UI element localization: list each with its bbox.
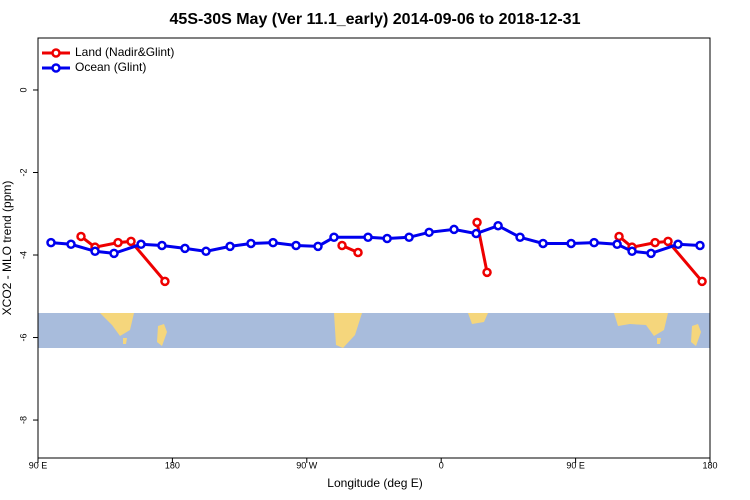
x-tick-label: 180 xyxy=(702,460,717,470)
point xyxy=(246,238,256,249)
point xyxy=(353,247,363,258)
x-tick-label: 90 E xyxy=(29,460,48,470)
series-line xyxy=(50,224,701,255)
point xyxy=(627,246,637,257)
y-tick-label: 0 xyxy=(18,87,28,92)
point xyxy=(337,240,347,251)
x-tick-label: 0 xyxy=(439,460,444,470)
point xyxy=(663,236,673,247)
point xyxy=(313,241,323,252)
legend-marker xyxy=(51,63,61,73)
y-tick-label: -6 xyxy=(18,334,28,342)
y-tick-label: -4 xyxy=(18,251,28,259)
point xyxy=(404,232,414,243)
point xyxy=(157,240,167,251)
point xyxy=(201,246,211,257)
point xyxy=(382,233,392,244)
point xyxy=(650,237,660,248)
plot-frame xyxy=(37,37,711,459)
point xyxy=(482,267,492,278)
point xyxy=(136,239,146,250)
point xyxy=(180,243,190,254)
point xyxy=(538,238,548,249)
legend-marker xyxy=(51,48,61,58)
point xyxy=(449,224,459,235)
point xyxy=(424,227,434,238)
point xyxy=(126,236,136,247)
point xyxy=(329,232,339,243)
x-tick-label: 90 E xyxy=(566,460,585,470)
x-tick-label: 90 W xyxy=(296,460,318,470)
legend-label: Ocean (Glint) xyxy=(75,60,146,74)
legend-label: Land (Nadir&Glint) xyxy=(75,45,174,59)
point xyxy=(673,239,683,250)
point xyxy=(695,240,705,251)
point xyxy=(90,246,100,257)
point xyxy=(291,240,301,251)
map-band xyxy=(38,313,710,348)
point xyxy=(46,237,56,248)
point xyxy=(76,231,86,242)
y-axis-label: XCO2 - MLO trend (ppm) xyxy=(0,181,14,316)
point xyxy=(493,220,503,231)
x-tick-label: 180 xyxy=(165,460,180,470)
y-tick-label: -8 xyxy=(18,416,28,424)
point xyxy=(472,217,482,228)
chart-title: 45S-30S May (Ver 11.1_early) 2014-09-06 … xyxy=(170,11,581,28)
point xyxy=(113,237,123,248)
point xyxy=(614,231,624,242)
point xyxy=(566,238,576,249)
point xyxy=(515,232,525,243)
point xyxy=(66,239,76,250)
point xyxy=(646,248,656,259)
point xyxy=(363,232,373,243)
point xyxy=(612,239,622,250)
point xyxy=(697,276,707,287)
y-tick-label: -2 xyxy=(18,168,28,176)
point xyxy=(471,228,481,239)
x-axis-label: Longitude (deg E) xyxy=(327,476,422,490)
point xyxy=(160,276,170,287)
point xyxy=(589,237,599,248)
point xyxy=(225,241,235,252)
point xyxy=(268,237,278,248)
point xyxy=(109,248,119,259)
